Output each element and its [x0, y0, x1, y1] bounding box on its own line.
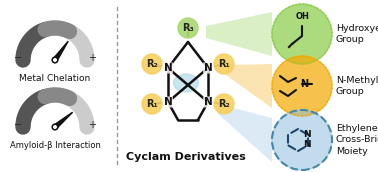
Text: R₁: R₁ [218, 59, 230, 69]
Polygon shape [53, 41, 68, 61]
Text: N: N [204, 97, 212, 107]
Circle shape [52, 124, 58, 130]
Circle shape [272, 56, 332, 116]
Text: N-Methyl
Group: N-Methyl Group [336, 76, 378, 96]
Circle shape [214, 54, 234, 74]
Text: Cyclam Derivatives: Cyclam Derivatives [126, 152, 246, 162]
Text: Amyloid-β Interaction: Amyloid-β Interaction [9, 141, 101, 150]
Text: Ethylene
Cross-Bridged
Moiety: Ethylene Cross-Bridged Moiety [336, 124, 378, 156]
Circle shape [272, 110, 332, 170]
Text: R₂: R₂ [218, 99, 230, 109]
Circle shape [142, 94, 162, 114]
Ellipse shape [174, 74, 198, 92]
Text: N: N [300, 79, 308, 89]
Circle shape [214, 94, 234, 114]
Text: R₃: R₃ [182, 23, 194, 33]
Circle shape [54, 126, 56, 128]
Text: N: N [303, 140, 310, 149]
Text: +: + [88, 120, 96, 130]
Text: Metal Chelation: Metal Chelation [19, 74, 91, 83]
Polygon shape [226, 64, 272, 108]
Text: −: − [14, 120, 22, 130]
Text: R₂: R₂ [146, 59, 158, 69]
Circle shape [142, 54, 162, 74]
Polygon shape [218, 104, 272, 162]
Text: R₁: R₁ [146, 99, 158, 109]
Circle shape [272, 4, 332, 64]
Polygon shape [54, 112, 73, 129]
Text: −: − [14, 53, 22, 63]
Text: N: N [303, 130, 310, 139]
Text: OH: OH [296, 12, 310, 21]
Circle shape [178, 18, 198, 38]
Text: N: N [204, 63, 212, 73]
Circle shape [54, 59, 56, 61]
Text: Hydroxyethyl
Group: Hydroxyethyl Group [336, 24, 378, 44]
Text: N: N [164, 63, 172, 73]
Circle shape [52, 57, 58, 63]
Text: +: + [88, 53, 96, 63]
Text: N: N [164, 97, 172, 107]
Polygon shape [206, 12, 272, 56]
